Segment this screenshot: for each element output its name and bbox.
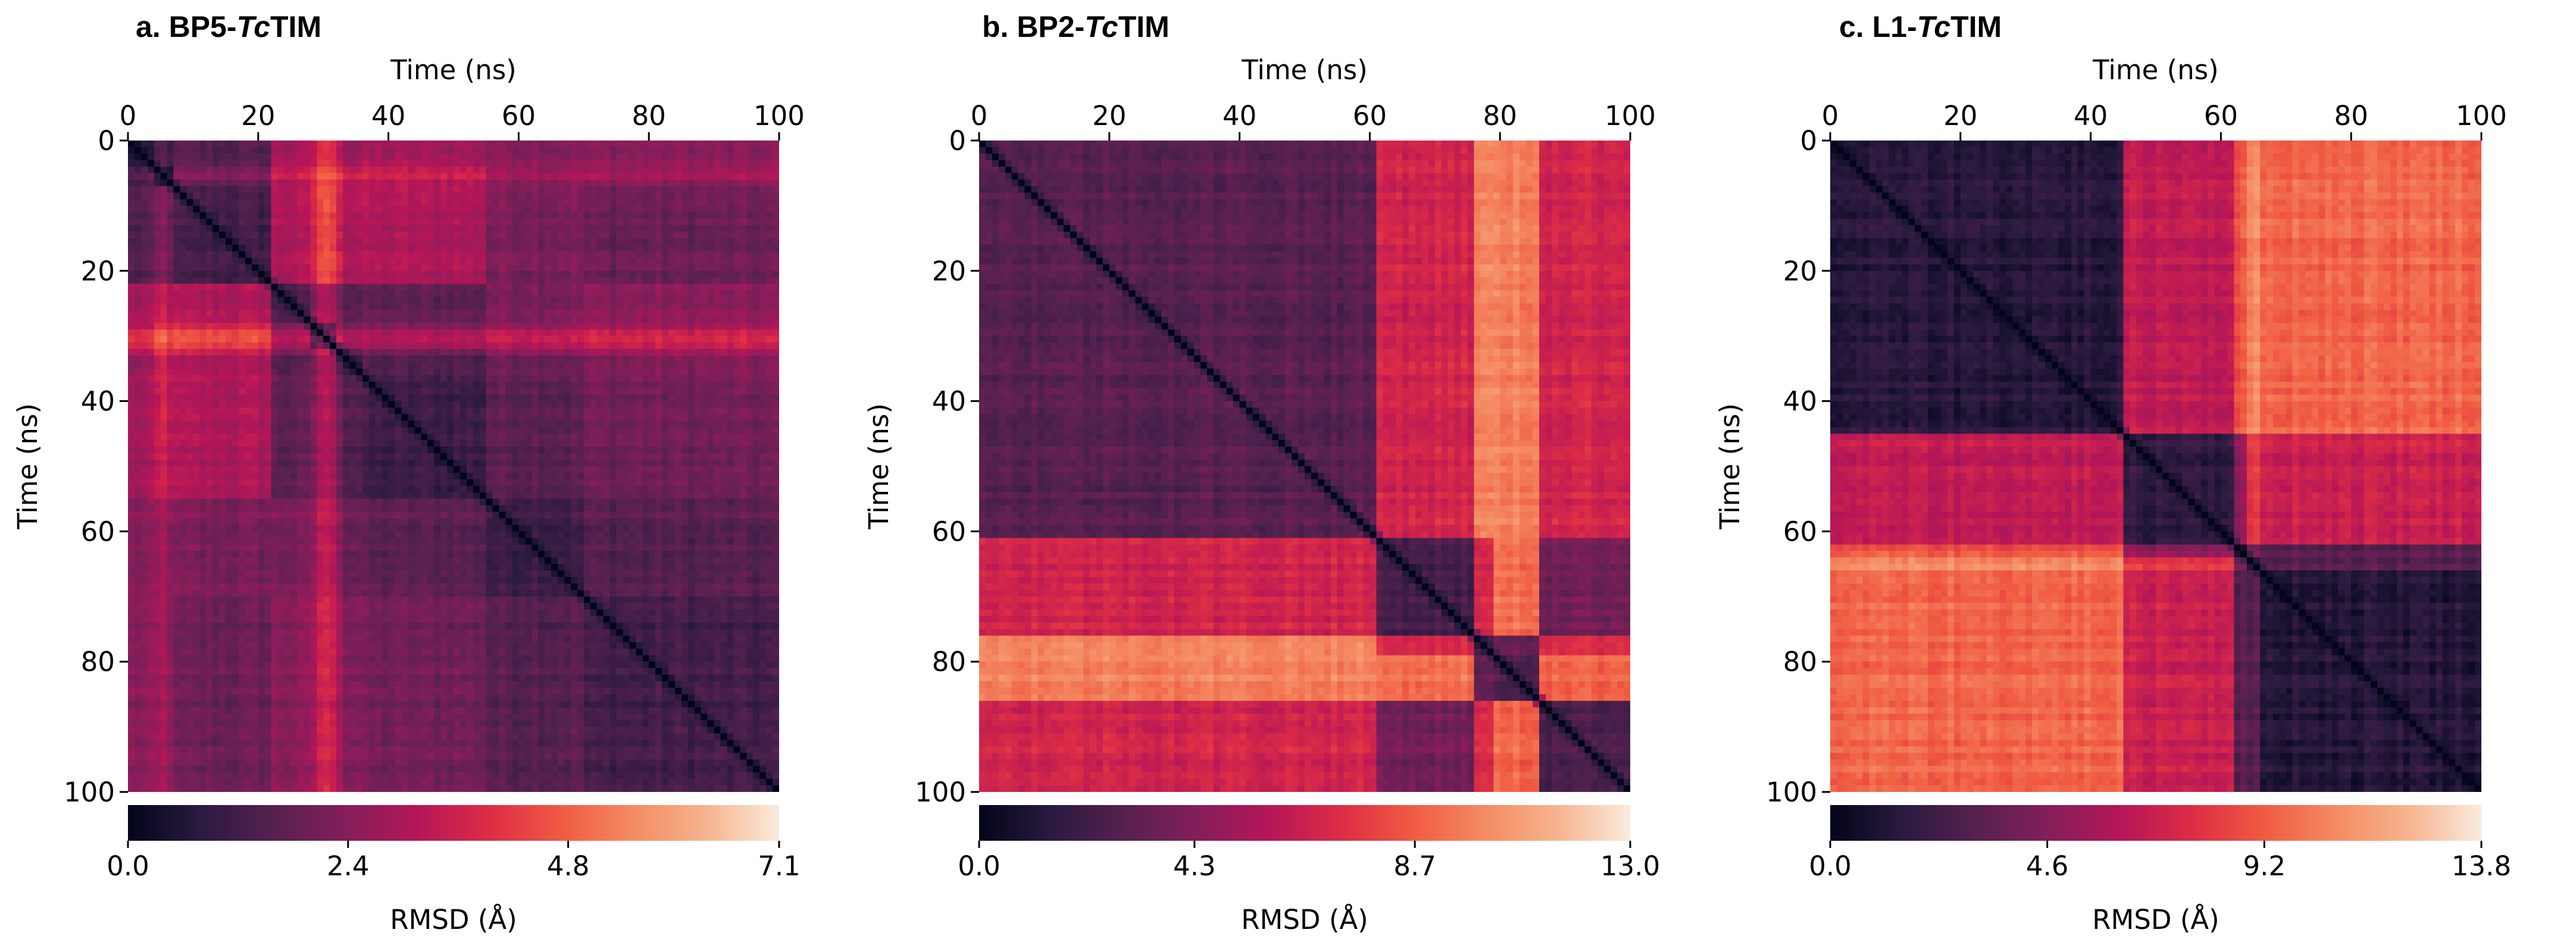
- panel-title-prefix: b. BP2-: [982, 10, 1084, 43]
- x-tick-label: 100: [1605, 100, 1656, 132]
- y-tick-label: 20: [1783, 255, 1817, 287]
- panel-title: b. BP2-TcTIM: [982, 10, 1170, 43]
- colorbar-tick-label: 13.0: [1600, 850, 1660, 882]
- colorbar-tick-label: 9.2: [2243, 850, 2286, 882]
- colorbar-tick-label: 0.0: [107, 850, 149, 882]
- y-axis-label: Time (ns): [863, 403, 895, 530]
- y-tick-label: 20: [81, 255, 115, 287]
- rmsd-heatmap-image: [1830, 141, 2481, 792]
- colorbar-label: RMSD (Å): [390, 904, 517, 935]
- x-axis-label: Time (ns): [390, 54, 517, 86]
- rmsd-heatmap-image: [128, 141, 779, 792]
- x-tick-label: 20: [241, 100, 275, 132]
- y-axis-label: Time (ns): [1714, 403, 1746, 530]
- y-tick-label: 20: [932, 255, 966, 287]
- x-tick-label: 40: [371, 100, 405, 132]
- x-tick-label: 100: [754, 100, 805, 132]
- colorbar-tick-label: 4.8: [547, 850, 590, 882]
- colorbar: [1830, 805, 2481, 841]
- y-tick-label: 100: [915, 776, 966, 808]
- colorbar: [979, 805, 1630, 841]
- colorbar-tick-label: 13.8: [2452, 850, 2511, 882]
- panel-title-italic: Tc: [1084, 10, 1118, 43]
- x-axis-label: Time (ns): [2092, 54, 2219, 86]
- rmsd-heatmap-image: [979, 141, 1630, 792]
- y-axis-label: Time (ns): [12, 403, 43, 530]
- x-tick-label: 0: [120, 100, 137, 132]
- y-tick-label: 40: [1783, 386, 1817, 417]
- colorbar-tick-label: 2.4: [327, 850, 370, 882]
- x-tick-label: 60: [1353, 100, 1387, 132]
- panel-title-suffix: TIM: [270, 10, 321, 43]
- heatmap-panel: a. BP5-TcTIM Time (ns) 0 20 40 60 80 100 0 20 40 60…: [12, 10, 805, 935]
- colorbar-label: RMSD (Å): [2092, 904, 2219, 935]
- y-tick-label: 60: [932, 516, 966, 547]
- x-tick-label: 80: [2334, 100, 2368, 132]
- x-tick-label: 40: [2074, 100, 2108, 132]
- panel-title-italic: Tc: [237, 10, 271, 43]
- y-tick-label: 80: [932, 646, 966, 678]
- y-tick-label: 100: [1766, 776, 1817, 808]
- colorbar: [128, 805, 779, 841]
- colorbar-tick-label: 8.7: [1393, 850, 1436, 882]
- y-tick-label: 60: [1783, 516, 1817, 547]
- colorbar-tick-label: 4.6: [2026, 850, 2069, 882]
- panel-title-prefix: a. BP5-: [136, 10, 237, 43]
- x-axis-label: Time (ns): [1241, 54, 1368, 86]
- y-tick-label: 40: [932, 386, 966, 417]
- y-tick-label: 80: [81, 646, 115, 678]
- heatmap-panel: b. BP2-TcTIM Time (ns) 0 20 40 60 80 100 0 20 40 60…: [863, 10, 1660, 935]
- x-tick-label: 20: [1092, 100, 1126, 132]
- y-tick-label: 60: [81, 516, 115, 547]
- x-tick-label: 60: [502, 100, 536, 132]
- colorbar-tick-label: 4.3: [1173, 850, 1216, 882]
- y-tick-label: 0: [98, 125, 115, 157]
- panel-title-italic: Tc: [1917, 10, 1951, 43]
- colorbar-label: RMSD (Å): [1241, 904, 1368, 935]
- heatmap-panel: c. L1-TcTIM Time (ns) 0 20 40 60 80 100 0 20 40 60 8…: [1714, 10, 2511, 935]
- y-tick-label: 40: [81, 386, 115, 417]
- panel-title-prefix: c. L1-: [1839, 10, 1917, 43]
- colorbar-tick-label: 7.1: [758, 850, 801, 882]
- x-tick-label: 60: [2204, 100, 2238, 132]
- panel-title-suffix: TIM: [1950, 10, 2002, 43]
- colorbar-tick-label: 0.0: [1809, 850, 1852, 882]
- x-tick-label: 0: [1822, 100, 1839, 132]
- y-tick-label: 80: [1783, 646, 1817, 678]
- y-tick-label: 100: [64, 776, 115, 808]
- x-tick-label: 100: [2456, 100, 2507, 132]
- panel-title-suffix: TIM: [1118, 10, 1170, 43]
- y-tick-label: 0: [949, 125, 966, 157]
- x-tick-label: 80: [1483, 100, 1517, 132]
- panel-title: c. L1-TcTIM: [1839, 10, 2002, 43]
- y-tick-label: 0: [1800, 125, 1817, 157]
- colorbar-tick-label: 0.0: [958, 850, 1001, 882]
- panel-title: a. BP5-TcTIM: [136, 10, 321, 43]
- x-tick-label: 40: [1223, 100, 1256, 132]
- x-tick-label: 80: [632, 100, 666, 132]
- x-tick-label: 20: [1943, 100, 1977, 132]
- x-tick-label: 0: [971, 100, 988, 132]
